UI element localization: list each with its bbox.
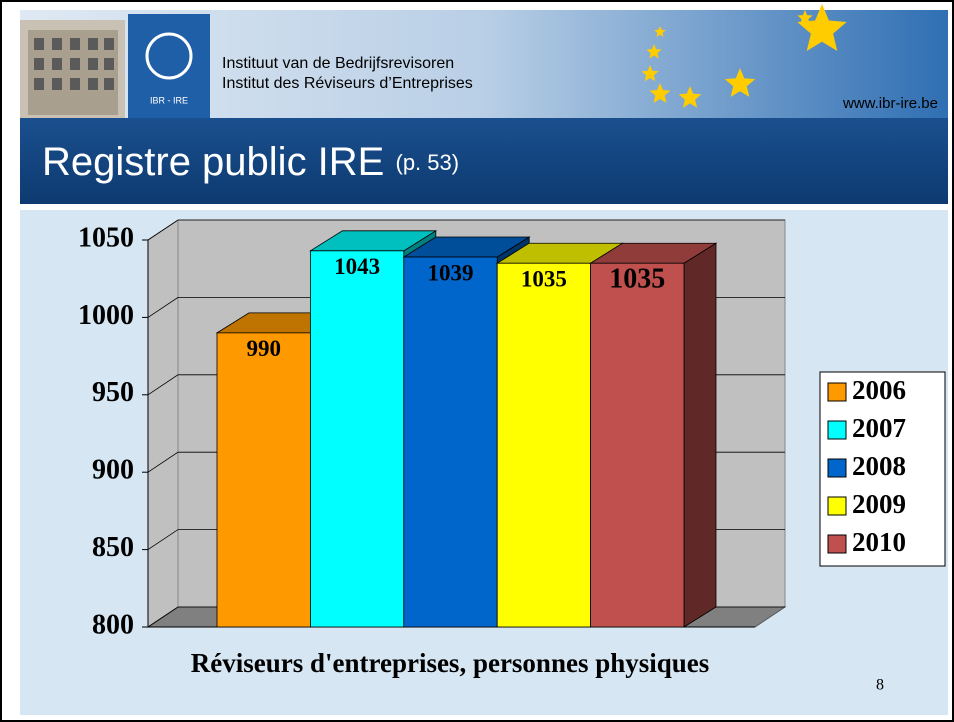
bar [217, 333, 310, 627]
slide: IBR - IRE Instituut van de Bedrijfsrevis… [0, 0, 954, 722]
bar [404, 257, 497, 627]
institute-name-fr: Institut des Réviseurs d’Entreprises [222, 75, 473, 92]
legend: 2006 2007 2008 2009 2010 [820, 372, 945, 566]
y-tick-label: 900 [92, 455, 134, 486]
legend-label: 2007 [852, 413, 906, 443]
data-label: 1035 [609, 264, 665, 295]
legend-label: 2010 [852, 527, 906, 557]
legend-swatch [828, 459, 846, 477]
y-tick-label: 950 [92, 377, 134, 408]
legend-label: 2009 [852, 489, 906, 519]
data-label: 1039 [428, 260, 474, 285]
bar-side [684, 243, 716, 627]
logo-text: IBR - IRE [150, 95, 188, 105]
x-category-label: Réviseurs d'entreprises, personnes physi… [150, 646, 750, 680]
bar [497, 263, 590, 627]
bar [591, 263, 684, 627]
legend-swatch [828, 535, 846, 553]
legend-swatch [828, 497, 846, 515]
back-wall [148, 220, 178, 627]
legend-label: 2008 [852, 451, 906, 481]
data-label: 1035 [521, 267, 567, 292]
website: www.ibr-ire.be [842, 95, 938, 112]
title-main: Registre public IRE [42, 140, 384, 184]
legend-swatch [828, 383, 846, 401]
data-label: 1043 [334, 254, 380, 279]
y-tick-label: 850 [92, 532, 134, 563]
y-tick-label: 1050 [78, 222, 134, 253]
y-tick-label: 1000 [78, 300, 134, 331]
y-tick-label: 800 [92, 609, 134, 640]
legend-swatch [828, 421, 846, 439]
page: IBR - IRE Instituut van de Bedrijfsrevis… [0, 0, 954, 722]
legend-label: 2006 [852, 375, 906, 405]
building-image [20, 20, 125, 118]
bar-group: 1035 [591, 243, 716, 627]
institute-name-nl: Instituut van de Bedrijfsrevisoren [222, 55, 454, 72]
bar [310, 251, 403, 627]
page-number: 8 [876, 677, 884, 694]
data-label: 990 [246, 336, 281, 361]
page-ref: (p. 53) [396, 150, 460, 175]
